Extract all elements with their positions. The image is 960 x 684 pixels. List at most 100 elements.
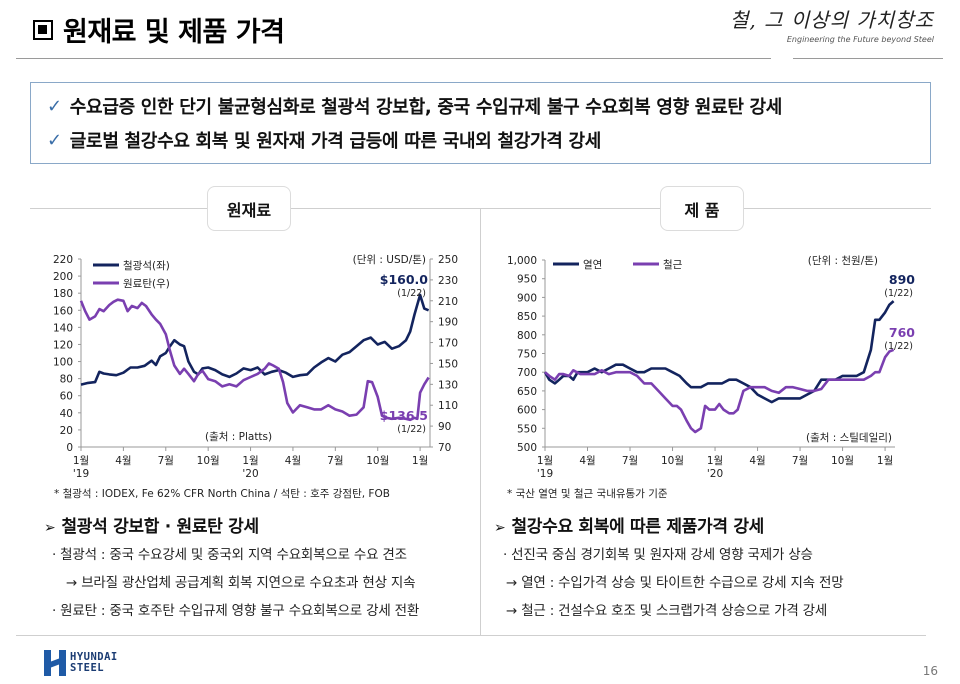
- x-tick-label: 1월: [537, 455, 553, 467]
- x-tick-label: 7월: [622, 455, 638, 467]
- summary-text: 수요급증 인한 단기 불균형심화로 철광석 강보합, 중국 수입규제 불구 수요…: [69, 97, 783, 118]
- title-divider-mid: [486, 58, 771, 59]
- series-line-b: [79, 298, 430, 422]
- logo-line-2: STEEL: [70, 662, 105, 674]
- left-text-line: · 철광석 : 중국 수요강세 및 중국외 지역 수요회복으로 수요 견조: [52, 547, 407, 563]
- y-tick-label-right: 70: [438, 442, 451, 454]
- y-tick-label-left: 950: [517, 274, 537, 286]
- x-year-label: '20: [242, 468, 258, 480]
- summary-box: ✓ 수요급증 인한 단기 불균형심화로 철광석 강보합, 중국 수입규제 불구 …: [30, 82, 931, 164]
- legend-label: 열연: [583, 259, 602, 271]
- y-tick-label-left: 0: [66, 442, 73, 454]
- series-line-a: [543, 300, 895, 404]
- annotation-value: $160.0: [380, 272, 429, 287]
- arrow-bullet-icon: ➢: [494, 520, 506, 536]
- y-tick-label-left: 550: [517, 423, 537, 435]
- y-tick-label-left: 900: [517, 292, 537, 304]
- section-tab-products: 제 품: [660, 186, 744, 231]
- page-title: 원재료 및 제품 가격: [33, 10, 285, 49]
- raw-material-chart: 0 20 40 60 80 100 120 140 160 180 200 220 70 90 110 130…: [53, 253, 458, 480]
- unit-label: (단위 : 천원/톤): [808, 254, 878, 267]
- y-tick-label-left: 180: [53, 288, 73, 300]
- left-text-line: · 원료탄 : 중국 호주탄 수입규제 영향 불구 수요회복으로 강세 전환: [52, 603, 420, 619]
- left-bullet-heading: ➢ 철광석 강보합 · 원료탄 강세: [44, 512, 259, 537]
- annotation-date: (1/22): [397, 288, 426, 299]
- product-price-chart: 500 550 600 650 700 750 800 850 900 950 1,000 1월 4월 7…: [507, 254, 915, 480]
- arrow-bullet-icon: ➢: [44, 520, 56, 536]
- source-label: (출처 : Platts): [205, 431, 272, 443]
- legend-label: 철광석(좌): [123, 260, 170, 272]
- x-tick-label: 1월: [877, 455, 893, 467]
- y-tick-label-right: 170: [438, 338, 458, 350]
- page-number: 16: [922, 664, 938, 678]
- title-divider-right: [793, 58, 943, 59]
- y-tick-label-right: 130: [438, 379, 458, 391]
- summary-text: 글로벌 철강수요 회복 및 원자재 가격 급등에 따른 국내외 철강가격 강세: [69, 131, 602, 152]
- y-tick-label-right: 150: [438, 358, 458, 370]
- y-tick-label-left: 700: [517, 367, 537, 379]
- y-tick-label-right: 250: [438, 254, 458, 266]
- annotation-date: (1/22): [884, 341, 913, 352]
- x-tick-label: 4월: [579, 455, 595, 467]
- y-tick-label-left: 500: [517, 442, 537, 454]
- y-tick-label-right: 90: [438, 421, 451, 433]
- y-tick-label-left: 100: [53, 357, 73, 369]
- y-tick-label-left: 20: [60, 425, 73, 437]
- right-bullet-heading: ➢ 철강수요 회복에 따른 제품가격 강세: [494, 512, 764, 537]
- y-tick-label-left: 40: [60, 408, 73, 420]
- bottom-divider: [16, 635, 926, 636]
- h-logo-icon: [44, 650, 66, 676]
- series-line-a: [80, 293, 430, 386]
- y-tick-label-left: 750: [517, 349, 537, 361]
- right-text-line: · 선진국 중심 경기회복 및 원자재 강세 영향 국제가 상승: [503, 547, 813, 563]
- legend-label: 철근: [663, 259, 683, 271]
- x-tick-label: 1월: [242, 455, 258, 467]
- y-tick-label-left: 220: [53, 254, 73, 266]
- x-year-label: '20: [707, 468, 723, 480]
- annotation-value: 760: [889, 325, 915, 340]
- right-text-line: → 철근 : 건설수요 호조 및 스크랩가격 상승으로 가격 강세: [506, 603, 828, 619]
- unit-label: (단위 : USD/톤): [353, 253, 426, 266]
- annotation-value: 890: [889, 272, 915, 287]
- x-tick-label: 10월: [366, 455, 389, 467]
- hyundai-steel-logo: HYUNDAI STEEL: [44, 650, 118, 676]
- y-tick-label-left: 650: [517, 386, 537, 398]
- summary-item: ✓ 수요급증 인한 단기 불균형심화로 철광석 강보합, 중국 수입규제 불구 …: [47, 89, 930, 123]
- series-line-b: [544, 348, 895, 434]
- slogan-english: Engineering the Future beyond Steel: [786, 35, 934, 44]
- y-tick-label-left: 80: [60, 374, 73, 386]
- x-tick-label: 10월: [197, 455, 220, 467]
- section-tab-raw-materials: 원재료: [207, 186, 291, 231]
- y-tick-label-right: 210: [438, 296, 458, 308]
- annotation-date: (1/22): [397, 424, 426, 435]
- x-tick-label: 4월: [115, 455, 131, 467]
- vertical-divider: [480, 208, 481, 635]
- x-tick-label: 4월: [749, 455, 765, 467]
- x-tick-label: 4월: [285, 455, 301, 467]
- x-year-label: '19: [73, 468, 89, 480]
- y-tick-label-left: 800: [517, 330, 537, 342]
- y-tick-label-right: 230: [438, 275, 458, 287]
- page-title-text: 원재료 및 제품 가격: [63, 17, 285, 48]
- x-tick-label: 1월: [412, 455, 428, 467]
- checkmark-icon: ✓: [47, 95, 62, 117]
- y-tick-label-left: 1,000: [507, 255, 537, 267]
- y-tick-label-left: 120: [53, 339, 73, 351]
- source-label: (출처 : 스틸데일리): [806, 431, 892, 444]
- checkmark-icon: ✓: [47, 129, 62, 151]
- x-tick-label: 1월: [707, 455, 723, 467]
- left-heading-text: 철광석 강보합 · 원료탄 강세: [61, 517, 259, 537]
- x-tick-label: 7월: [792, 455, 808, 467]
- y-tick-label-right: 190: [438, 317, 458, 329]
- left-text-line: → 브라질 광산업체 공급계획 회복 지연으로 수요초과 현상 지속: [66, 575, 416, 591]
- summary-item: ✓ 글로벌 철강수요 회복 및 원자재 가격 급등에 따른 국내외 철강가격 강…: [47, 123, 930, 157]
- y-tick-label-left: 60: [60, 391, 73, 403]
- raw-material-footnote: * 철광석 : IODEX, Fe 62% CFR North China / …: [54, 488, 390, 500]
- annotation-value: $136.5: [380, 408, 428, 423]
- y-tick-label-left: 600: [517, 405, 537, 417]
- x-tick-label: 10월: [831, 455, 854, 467]
- x-tick-label: 10월: [661, 455, 684, 467]
- legend-label: 원료탄(우): [123, 278, 170, 290]
- x-tick-label: 7월: [327, 455, 343, 467]
- product-footnote: * 국산 열연 및 철근 국내유통가 기준: [507, 488, 668, 500]
